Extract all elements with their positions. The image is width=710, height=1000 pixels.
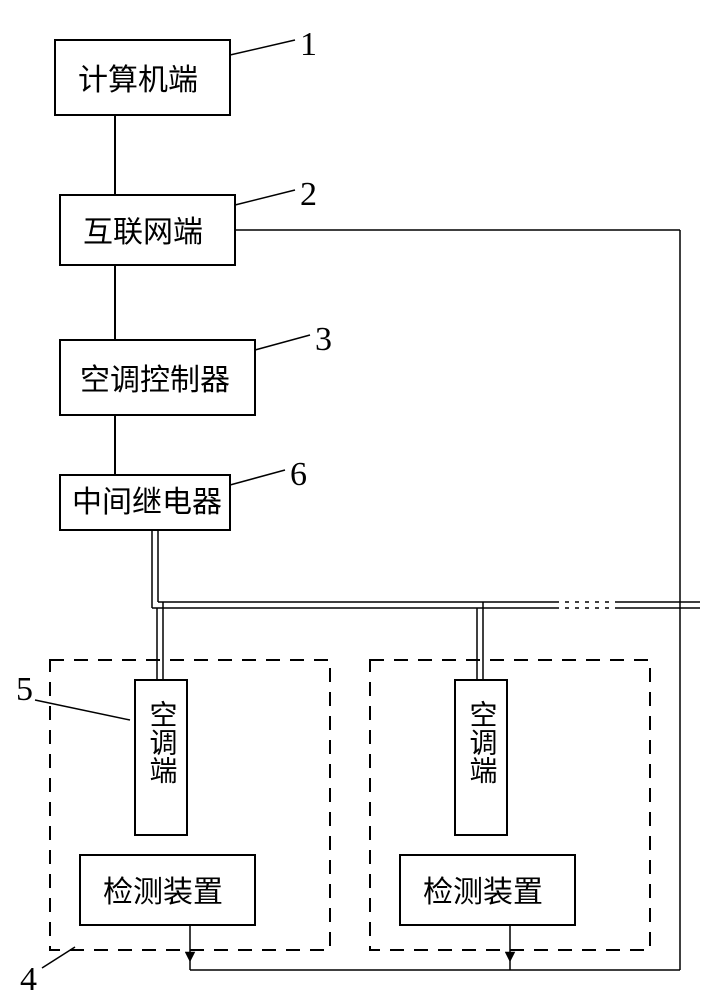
node-ac-controller-label: 空调控制器 (80, 364, 230, 397)
num-2: 2 (300, 176, 317, 213)
num-6: 6 (290, 456, 307, 493)
leader-6 (230, 470, 285, 485)
node-computer-label: 计算机端 (78, 64, 198, 97)
bus-break-mask (555, 598, 615, 612)
num-4: 4 (20, 961, 37, 998)
node-ac-terminal-1-label: 空调端 (146, 700, 177, 784)
node-internet-label: 互联网端 (83, 216, 203, 249)
node-ac-terminal-2-label: 空调端 (466, 700, 497, 784)
node-detector-2-label: 检测装置 (423, 876, 543, 909)
node-relay-label: 中间继电器 (72, 486, 222, 519)
num-3: 3 (315, 321, 332, 358)
leader-2 (235, 190, 295, 205)
flowchart-canvas: 计算机端 1 互联网端 2 空调控制器 3 中间继电器 6 空调端 空调端 (0, 0, 710, 1000)
leader-1 (230, 40, 295, 55)
num-1: 1 (300, 26, 317, 63)
num-5: 5 (16, 671, 33, 708)
node-detector-1-label: 检测装置 (103, 876, 223, 909)
leader-3 (255, 335, 310, 350)
